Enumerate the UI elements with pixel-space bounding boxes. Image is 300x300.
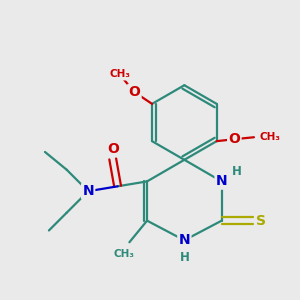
Text: O: O <box>128 85 140 99</box>
Text: N: N <box>82 184 94 198</box>
Text: CH₃: CH₃ <box>114 249 135 259</box>
Text: N: N <box>178 233 190 247</box>
Text: S: S <box>256 214 266 228</box>
Text: H: H <box>179 251 189 265</box>
Text: CH₃: CH₃ <box>260 132 281 142</box>
Text: CH₃: CH₃ <box>109 69 130 80</box>
Text: O: O <box>107 142 118 156</box>
Text: N: N <box>216 174 227 188</box>
Text: O: O <box>228 132 240 146</box>
Text: H: H <box>231 165 241 178</box>
